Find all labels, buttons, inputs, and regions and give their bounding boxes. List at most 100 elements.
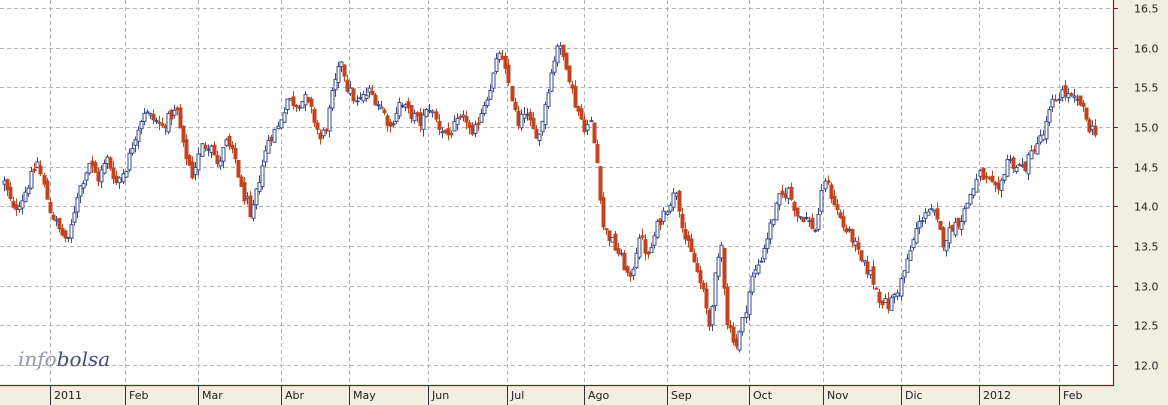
candle-body bbox=[333, 78, 338, 91]
candle-body bbox=[424, 109, 429, 118]
candle-body bbox=[75, 197, 80, 213]
candle-body bbox=[63, 230, 68, 239]
candle-body bbox=[491, 72, 496, 89]
candle-body bbox=[819, 190, 824, 212]
candle-body bbox=[941, 227, 946, 248]
candle-body bbox=[272, 128, 277, 143]
candle-body bbox=[355, 100, 360, 103]
candle-body bbox=[665, 211, 670, 215]
candle-body bbox=[455, 117, 460, 126]
candle-body bbox=[236, 159, 241, 178]
candle-body bbox=[72, 212, 77, 223]
candle-body bbox=[1011, 157, 1016, 169]
candle-body bbox=[816, 213, 821, 230]
candle-body bbox=[154, 120, 159, 123]
candle-body bbox=[573, 86, 578, 108]
candle-body bbox=[646, 251, 651, 255]
candle-body bbox=[540, 120, 545, 133]
candle-body bbox=[962, 208, 967, 222]
candle-body bbox=[364, 94, 369, 99]
candle-body bbox=[905, 258, 910, 273]
candle-body bbox=[592, 122, 597, 144]
candle-body bbox=[938, 220, 943, 230]
candle-body bbox=[136, 129, 141, 142]
candle-body bbox=[850, 228, 855, 243]
candle-body bbox=[974, 178, 979, 193]
candle-body bbox=[26, 187, 31, 195]
candle-body bbox=[78, 185, 83, 197]
candle-body bbox=[835, 204, 840, 211]
candle-body bbox=[181, 125, 186, 143]
candle-body bbox=[5, 178, 10, 191]
candle-body bbox=[218, 160, 223, 167]
candle-body bbox=[184, 139, 189, 160]
candle-body bbox=[1069, 93, 1074, 96]
candle-body bbox=[929, 208, 934, 211]
candle-body bbox=[677, 190, 682, 212]
candle-body bbox=[196, 153, 201, 171]
candle-body bbox=[108, 157, 113, 169]
candle-body bbox=[42, 174, 47, 185]
candle-body bbox=[45, 180, 50, 200]
candle-body bbox=[421, 114, 426, 130]
candle-body bbox=[172, 109, 177, 116]
candle-body bbox=[327, 107, 332, 132]
candle-body bbox=[412, 113, 417, 122]
candle-body bbox=[585, 124, 590, 131]
candle-body bbox=[32, 168, 37, 172]
candle-body bbox=[899, 278, 904, 297]
candle-body bbox=[695, 263, 700, 272]
candle-body bbox=[686, 235, 691, 242]
candle-body bbox=[792, 201, 797, 211]
y-axis: 12.0 12.5 13.0 13.5 14.0 14.5 15.0 15.5 16.0 16.5 bbox=[1113, 3, 1159, 373]
candle-body bbox=[604, 228, 609, 231]
candle-body bbox=[789, 186, 794, 200]
candle-body bbox=[81, 182, 86, 189]
candle-body bbox=[482, 105, 487, 115]
candle-body bbox=[203, 144, 208, 149]
candle-body bbox=[157, 121, 162, 124]
candle-body bbox=[1053, 99, 1058, 102]
candle-body bbox=[117, 177, 122, 184]
candle-body bbox=[1050, 98, 1055, 108]
y-tick-label: 12.0 bbox=[1134, 360, 1159, 373]
candle-body bbox=[598, 166, 603, 201]
candle-body bbox=[859, 250, 864, 261]
candle-body bbox=[692, 252, 697, 263]
candle-body bbox=[744, 312, 749, 319]
candle-body bbox=[965, 202, 970, 209]
candle-body bbox=[133, 139, 138, 146]
candle-body bbox=[29, 170, 34, 189]
candle-body bbox=[239, 176, 244, 188]
candle-body bbox=[121, 173, 126, 183]
candle-body bbox=[446, 128, 451, 136]
candle-body bbox=[449, 132, 454, 136]
candle-body bbox=[397, 101, 402, 117]
candle-body bbox=[668, 205, 673, 212]
candle-body bbox=[479, 113, 484, 123]
candle-body bbox=[895, 292, 900, 297]
candle-body bbox=[652, 235, 657, 246]
candle-body bbox=[294, 105, 299, 108]
candle-body bbox=[531, 117, 536, 130]
candle-body bbox=[607, 230, 612, 242]
candle-body bbox=[546, 92, 551, 107]
candle-body bbox=[200, 143, 205, 157]
candle-body bbox=[367, 87, 372, 93]
candle-body bbox=[342, 64, 347, 77]
x-tick-label: Oct bbox=[753, 389, 773, 402]
candle-body bbox=[595, 143, 600, 164]
candle-body bbox=[430, 110, 435, 114]
candle-body bbox=[649, 247, 654, 253]
candle-body bbox=[127, 152, 132, 171]
candle-body bbox=[1047, 109, 1052, 123]
x-tick-label: Nov bbox=[827, 389, 849, 402]
candle-body bbox=[740, 317, 745, 333]
candle-body bbox=[351, 88, 356, 102]
candle-body bbox=[373, 94, 378, 106]
candle-body bbox=[771, 219, 776, 226]
candle-body bbox=[476, 122, 481, 126]
candle-body bbox=[382, 109, 387, 114]
candle-body bbox=[829, 184, 834, 199]
candle-body bbox=[385, 115, 390, 126]
